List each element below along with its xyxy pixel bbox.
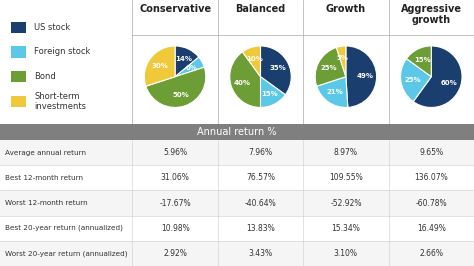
Text: 9.65%: 9.65%: [419, 148, 443, 157]
Text: 3.43%: 3.43%: [248, 249, 273, 258]
Text: -40.64%: -40.64%: [245, 198, 276, 207]
Text: Average annual return: Average annual return: [5, 150, 86, 156]
Text: Best 12-month return: Best 12-month return: [5, 175, 83, 181]
Text: 76.57%: 76.57%: [246, 173, 275, 182]
Text: Conservative: Conservative: [139, 4, 211, 14]
Text: 15.34%: 15.34%: [331, 224, 360, 233]
Text: 8.97%: 8.97%: [334, 148, 358, 157]
Text: Annual return %: Annual return %: [197, 127, 277, 137]
Text: 13.83%: 13.83%: [246, 224, 275, 233]
Bar: [10, 71, 27, 82]
Bar: [0, 241, 474, 266]
Text: 31.06%: 31.06%: [161, 173, 190, 182]
Bar: [10, 96, 27, 107]
Text: 2.92%: 2.92%: [163, 249, 187, 258]
Text: -17.67%: -17.67%: [159, 198, 191, 207]
Text: 2.66%: 2.66%: [419, 249, 443, 258]
Bar: [0, 190, 474, 216]
Bar: [0, 216, 474, 241]
Text: Worst 20-year return (annualized): Worst 20-year return (annualized): [5, 250, 127, 257]
Text: Growth: Growth: [326, 4, 366, 14]
Bar: [0, 140, 474, 165]
Text: Short-term
investments: Short-term investments: [35, 92, 86, 111]
Bar: [10, 22, 27, 33]
Text: US stock: US stock: [35, 23, 71, 32]
Text: Aggressive
growth: Aggressive growth: [401, 4, 462, 25]
Bar: [0, 124, 474, 140]
Text: -60.78%: -60.78%: [416, 198, 447, 207]
Text: Bond: Bond: [35, 72, 56, 81]
Bar: [10, 46, 27, 57]
Text: 5.96%: 5.96%: [163, 148, 187, 157]
Text: Foreign stock: Foreign stock: [35, 47, 91, 56]
Text: 3.10%: 3.10%: [334, 249, 358, 258]
Text: 136.07%: 136.07%: [414, 173, 448, 182]
Text: 7.96%: 7.96%: [248, 148, 273, 157]
Text: Balanced: Balanced: [236, 4, 286, 14]
Text: -52.92%: -52.92%: [330, 198, 362, 207]
Text: Worst 12-month return: Worst 12-month return: [5, 200, 87, 206]
Text: 109.55%: 109.55%: [329, 173, 363, 182]
Text: 10.98%: 10.98%: [161, 224, 190, 233]
Text: Best 20-year return (annualized): Best 20-year return (annualized): [5, 225, 123, 231]
Bar: [0, 165, 474, 190]
Text: 16.49%: 16.49%: [417, 224, 446, 233]
